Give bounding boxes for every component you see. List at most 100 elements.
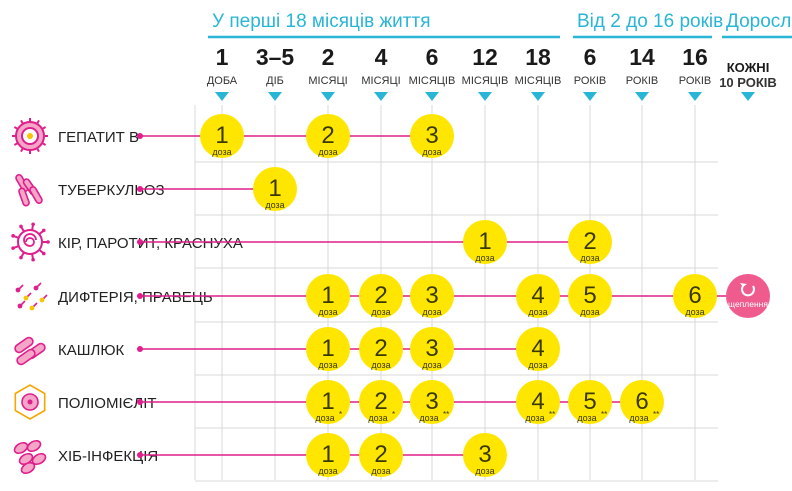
column-marker-arrow — [321, 92, 335, 101]
booster-label: щеплення — [728, 299, 768, 309]
dose-footnote-mark: * — [339, 410, 342, 419]
measles-virus-icon — [11, 222, 50, 262]
column-marker-arrow — [215, 92, 229, 101]
dose-label: доза — [422, 147, 441, 157]
group-label: Від 2 до 16 років — [577, 11, 723, 32]
dose-number: 2 — [321, 122, 334, 149]
dose-label: доза — [371, 360, 390, 370]
column-marker-arrow — [478, 92, 492, 101]
dose-number: 1 — [321, 335, 334, 362]
schedule-header: У перші 18 місяців життя Від 2 до 16 рокі… — [207, 11, 792, 101]
dose-number: 1 — [478, 228, 491, 255]
dose-label: доза — [371, 307, 390, 317]
diphtheria-bacteria-icon — [15, 282, 48, 311]
dose-circle — [463, 433, 507, 477]
timeline-start-dot — [137, 346, 143, 352]
dose-footnote-mark: * — [392, 410, 395, 419]
dose-label: доза — [315, 413, 334, 423]
vaccine-name: КАШЛЮК — [58, 342, 124, 359]
dose-circle — [516, 380, 560, 424]
vaccine-name: ПОЛІОМІЄЛІТ — [58, 395, 157, 412]
column-marker-arrow — [635, 92, 649, 101]
dose-circle — [359, 433, 403, 477]
column-unit: ДІБ — [266, 75, 284, 87]
dose-footnote-mark: ** — [601, 410, 607, 419]
dose-number: 1 — [268, 175, 281, 202]
column-marker-arrow — [531, 92, 545, 101]
dose-circle — [410, 114, 454, 158]
column-number: 3–5 — [256, 44, 295, 70]
vaccine-name: ТУБЕРКУЛЬОЗ — [58, 182, 165, 199]
dose-label: доза — [318, 147, 337, 157]
dose-circle — [568, 274, 612, 318]
column-unit: РОКІВ — [679, 75, 711, 87]
pertussis-bacteria-icon — [14, 336, 46, 366]
column-number: 14 — [629, 44, 655, 70]
hepatitis-b-virus-icon — [12, 118, 48, 154]
column-number: 12 — [472, 44, 498, 70]
dose-circle — [410, 327, 454, 371]
dose-number: 2 — [374, 388, 387, 415]
column-number: 2 — [322, 44, 335, 70]
dose-number: 3 — [425, 335, 438, 362]
dose-number: 5 — [583, 388, 596, 415]
dose-label: доза — [475, 253, 494, 263]
column-marker-arrow — [741, 92, 755, 101]
dose-number: 2 — [374, 282, 387, 309]
dose-label: доза — [580, 253, 599, 263]
vaccine-name: КІР, ПАРОТИТ, КРАСНУХА — [58, 235, 243, 252]
vaccine-name: ДИФТЕРІЯ, ПРАВЕЦЬ — [58, 289, 213, 306]
dose-circle — [359, 274, 403, 318]
dose-number: 6 — [688, 282, 701, 309]
dose-circle — [516, 327, 560, 371]
dose-circle — [306, 327, 350, 371]
dose-circle — [673, 274, 717, 318]
column-unit: ДОБА — [207, 75, 238, 87]
group-label: Дорослі — [726, 11, 792, 32]
dose-number: 2 — [374, 335, 387, 362]
dose-circle — [410, 274, 454, 318]
dose-circle — [620, 380, 664, 424]
dose-label: доза — [629, 413, 648, 423]
column-number: 6 — [426, 44, 439, 70]
column-unit: МІСЯЦІВ — [462, 75, 509, 87]
column-number: 1 — [216, 44, 229, 70]
dose-circle — [359, 327, 403, 371]
dose-number: 1 — [215, 122, 228, 149]
column-unit: РОКІВ — [626, 75, 658, 87]
column-unit: МІСЯЦІ — [308, 75, 347, 87]
column-unit: МІСЯЦІВ — [409, 75, 456, 87]
dose-number: 3 — [425, 282, 438, 309]
hib-bacteria-icon — [13, 439, 47, 475]
dose-number: 4 — [531, 388, 544, 415]
column-unit: РОКІВ — [574, 75, 606, 87]
dose-circle — [306, 274, 350, 318]
dose-number: 4 — [531, 282, 544, 309]
dose-number: 3 — [425, 388, 438, 415]
dose-label: доза — [419, 413, 438, 423]
column-number: 18 — [525, 44, 551, 70]
dose-circle — [306, 433, 350, 477]
dose-circle — [200, 114, 244, 158]
dose-number: 2 — [374, 441, 387, 468]
dose-circle — [568, 380, 612, 424]
vaccine-row: ДИФТЕРІЯ, ПРАВЕЦЬ 1доза2доза3доза4доза5до… — [15, 274, 770, 318]
dose-circle — [516, 274, 560, 318]
dose-label: доза — [318, 307, 337, 317]
dose-label: доза — [422, 307, 441, 317]
dose-label: доза — [580, 307, 599, 317]
